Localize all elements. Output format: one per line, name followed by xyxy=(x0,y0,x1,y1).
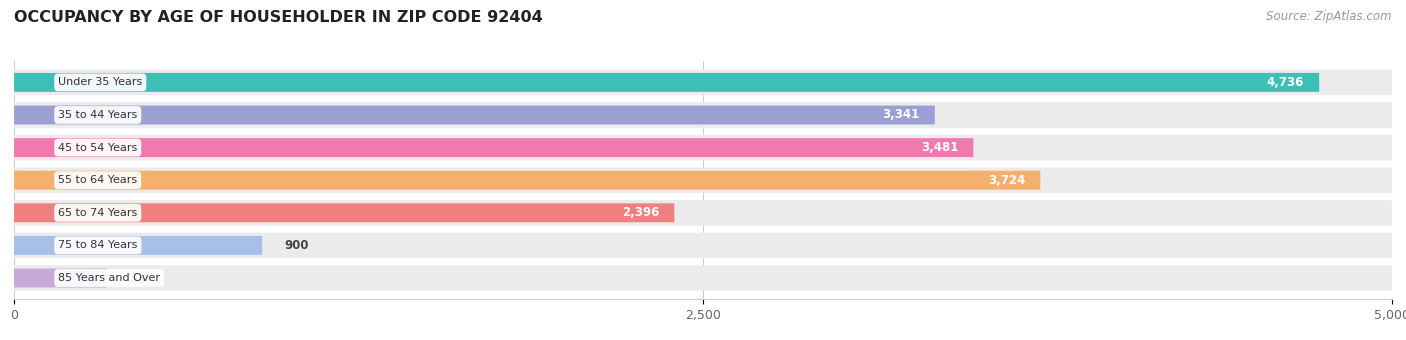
FancyBboxPatch shape xyxy=(14,70,1392,95)
Text: Under 35 Years: Under 35 Years xyxy=(58,78,142,87)
Text: 2,396: 2,396 xyxy=(621,206,659,219)
Text: 3,481: 3,481 xyxy=(921,141,957,154)
Text: 65 to 74 Years: 65 to 74 Years xyxy=(58,208,138,218)
Text: 85 Years and Over: 85 Years and Over xyxy=(58,273,160,283)
Text: OCCUPANCY BY AGE OF HOUSEHOLDER IN ZIP CODE 92404: OCCUPANCY BY AGE OF HOUSEHOLDER IN ZIP C… xyxy=(14,10,543,25)
FancyBboxPatch shape xyxy=(14,265,1392,291)
Text: 900: 900 xyxy=(284,239,309,252)
FancyBboxPatch shape xyxy=(14,269,107,287)
Text: 35 to 44 Years: 35 to 44 Years xyxy=(58,110,138,120)
Text: 75 to 84 Years: 75 to 84 Years xyxy=(58,240,138,250)
FancyBboxPatch shape xyxy=(14,233,1392,258)
FancyBboxPatch shape xyxy=(14,105,935,124)
FancyBboxPatch shape xyxy=(14,200,1392,225)
Text: 3,341: 3,341 xyxy=(883,108,920,121)
Text: Source: ZipAtlas.com: Source: ZipAtlas.com xyxy=(1267,10,1392,23)
Text: 45 to 54 Years: 45 to 54 Years xyxy=(58,142,138,153)
FancyBboxPatch shape xyxy=(14,168,1392,193)
Text: 3,724: 3,724 xyxy=(988,174,1025,187)
Text: 55 to 64 Years: 55 to 64 Years xyxy=(58,175,138,185)
FancyBboxPatch shape xyxy=(14,236,262,255)
FancyBboxPatch shape xyxy=(14,203,675,222)
FancyBboxPatch shape xyxy=(14,135,1392,160)
Text: 4,736: 4,736 xyxy=(1267,76,1303,89)
FancyBboxPatch shape xyxy=(14,171,1040,190)
Text: 336: 336 xyxy=(129,272,153,285)
FancyBboxPatch shape xyxy=(14,102,1392,128)
FancyBboxPatch shape xyxy=(14,138,973,157)
FancyBboxPatch shape xyxy=(14,73,1319,92)
